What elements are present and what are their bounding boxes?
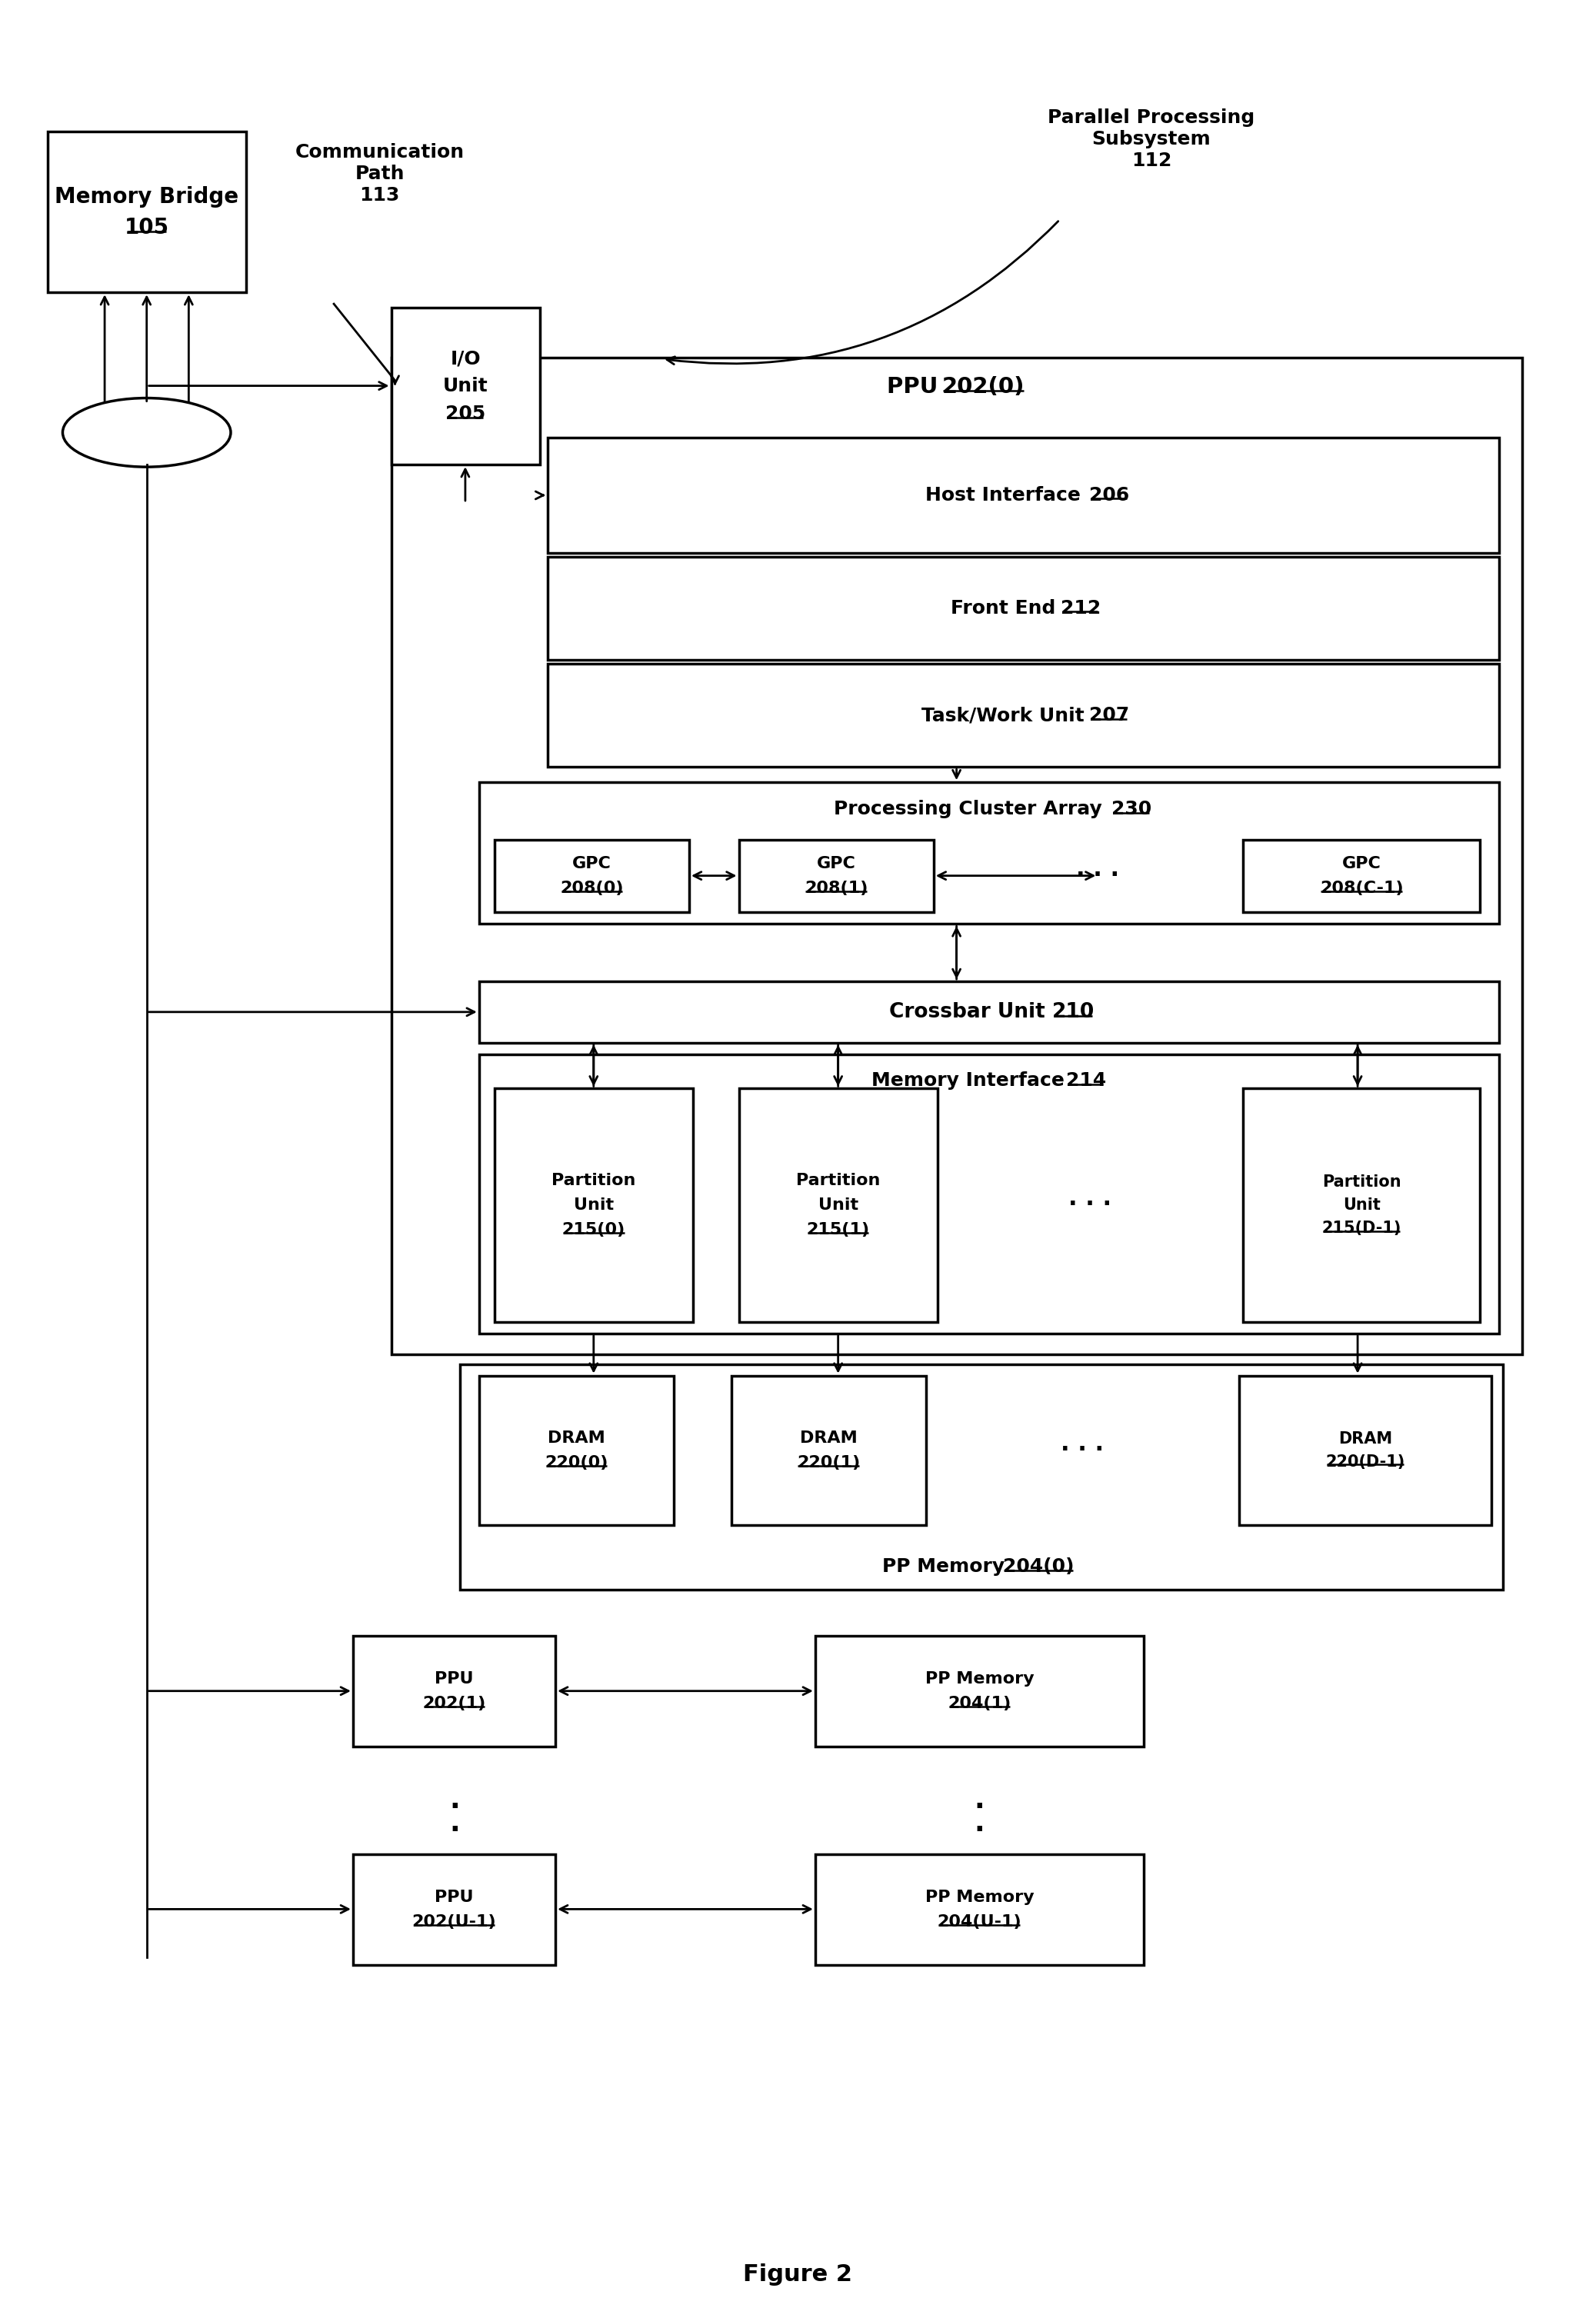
Text: Unit: Unit: [444, 377, 488, 395]
Text: 220(1): 220(1): [796, 1455, 860, 1471]
Bar: [391, 308, 539, 464]
Text: 105: 105: [124, 216, 169, 239]
Text: GPC: GPC: [817, 857, 855, 871]
Text: Unit: Unit: [819, 1197, 859, 1213]
Text: 206: 206: [1088, 487, 1130, 506]
Text: 210: 210: [1052, 1002, 1095, 1023]
Text: Memory Bridge: Memory Bridge: [54, 186, 239, 207]
Text: Unit: Unit: [1342, 1197, 1381, 1213]
Bar: [1243, 839, 1479, 912]
Text: 204(U-1): 204(U-1): [937, 1914, 1021, 1930]
Text: 212: 212: [1061, 600, 1101, 618]
Text: PP Memory: PP Memory: [926, 1889, 1034, 1905]
Bar: [1243, 1089, 1479, 1321]
Text: DRAM: DRAM: [800, 1429, 857, 1445]
Text: 202(0): 202(0): [942, 377, 1025, 398]
Text: 208(1): 208(1): [804, 880, 868, 896]
Bar: [547, 664, 1499, 768]
Text: 220(D-1): 220(D-1): [1326, 1455, 1404, 1468]
Text: · · ·: · · ·: [1069, 1193, 1112, 1216]
Text: 204(0): 204(0): [1002, 1558, 1074, 1576]
Bar: [48, 131, 246, 292]
Text: PP Memory: PP Memory: [926, 1671, 1034, 1687]
Ellipse shape: [62, 398, 231, 466]
Text: · · ·: · · ·: [1076, 864, 1119, 887]
Text: Task/Work Unit: Task/Work Unit: [921, 705, 1092, 724]
Text: 215(D-1): 215(D-1): [1321, 1220, 1401, 1236]
Bar: [816, 1636, 1144, 1746]
Bar: [739, 1089, 937, 1321]
Text: Host Interface: Host Interface: [926, 487, 1087, 506]
Text: Memory Interface: Memory Interface: [871, 1071, 1071, 1089]
Text: PPU: PPU: [434, 1889, 474, 1905]
Text: 204(1): 204(1): [948, 1696, 1012, 1712]
Bar: [495, 839, 689, 912]
Text: Partition: Partition: [796, 1172, 879, 1188]
Text: .: .: [450, 1788, 460, 1813]
Text: 214: 214: [1066, 1071, 1106, 1089]
Text: I/O: I/O: [450, 349, 480, 368]
Text: 230: 230: [1112, 800, 1152, 818]
Bar: [391, 358, 1523, 1354]
Text: GPC: GPC: [571, 857, 611, 871]
Bar: [479, 1377, 674, 1526]
Text: DRAM: DRAM: [547, 1429, 605, 1445]
Bar: [495, 1089, 693, 1321]
Bar: [816, 1854, 1144, 1965]
Text: PP Memory: PP Memory: [883, 1558, 1012, 1576]
Text: 220(0): 220(0): [544, 1455, 608, 1471]
Bar: [460, 1365, 1503, 1590]
Bar: [479, 1055, 1499, 1333]
Text: Partition: Partition: [1321, 1174, 1401, 1190]
Text: 215(1): 215(1): [806, 1223, 870, 1239]
Text: 205: 205: [445, 404, 485, 423]
Text: PPU: PPU: [887, 377, 946, 398]
Text: PPU: PPU: [434, 1671, 474, 1687]
Text: Partition: Partition: [552, 1172, 635, 1188]
Text: DRAM: DRAM: [1339, 1432, 1392, 1445]
Text: 208(0): 208(0): [560, 880, 624, 896]
Bar: [353, 1636, 555, 1746]
Text: Crossbar Unit: Crossbar Unit: [889, 1002, 1052, 1023]
Text: 208(C-1): 208(C-1): [1320, 880, 1403, 896]
Bar: [1238, 1377, 1491, 1526]
Text: Figure 2: Figure 2: [744, 2264, 852, 2287]
Bar: [353, 1854, 555, 1965]
Bar: [547, 439, 1499, 554]
Text: .: .: [974, 1811, 985, 1836]
Text: .: .: [450, 1811, 460, 1836]
Text: Front End: Front End: [950, 600, 1061, 618]
Text: Parallel Processing
Subsystem
112: Parallel Processing Subsystem 112: [1049, 108, 1254, 170]
Text: GPC: GPC: [1342, 857, 1381, 871]
Bar: [479, 981, 1499, 1043]
Text: 215(0): 215(0): [562, 1223, 626, 1239]
Text: Communication
Path
113: Communication Path 113: [295, 142, 464, 205]
Text: 207: 207: [1088, 705, 1130, 724]
Bar: [731, 1377, 926, 1526]
Text: Processing Cluster Array: Processing Cluster Array: [835, 800, 1109, 818]
Text: 202(U-1): 202(U-1): [412, 1914, 496, 1930]
Bar: [479, 781, 1499, 924]
Bar: [547, 556, 1499, 660]
Text: .: .: [974, 1788, 985, 1813]
Text: · · ·: · · ·: [1061, 1439, 1104, 1462]
Text: Unit: Unit: [573, 1197, 614, 1213]
Bar: [739, 839, 934, 912]
Text: 202(1): 202(1): [423, 1696, 485, 1712]
